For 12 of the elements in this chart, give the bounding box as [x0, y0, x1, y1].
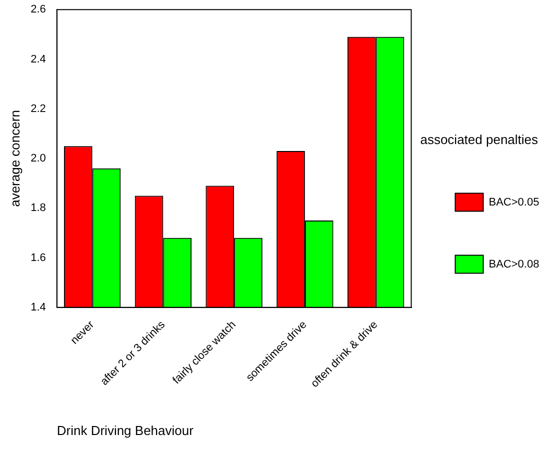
- y-tick-label: 1.6: [30, 252, 46, 264]
- y-tick-label: 2.2: [30, 102, 46, 115]
- y-tick-label: 2.0: [30, 152, 46, 165]
- legend-label: BAC>0.05: [488, 196, 540, 208]
- y-tick-label: 2.6: [30, 4, 46, 16]
- y-axis-title: average concern: [7, 110, 22, 207]
- x-axis-title: Drink Driving Behaviour: [56, 422, 194, 438]
- y-tick-label: 2.4: [30, 53, 46, 66]
- y-tick-label: 1.8: [30, 202, 46, 214]
- y-tick-label: 1.4: [30, 301, 46, 314]
- legend-label: BAC>0.08: [488, 258, 540, 270]
- legend-title: associated penalties: [420, 132, 539, 147]
